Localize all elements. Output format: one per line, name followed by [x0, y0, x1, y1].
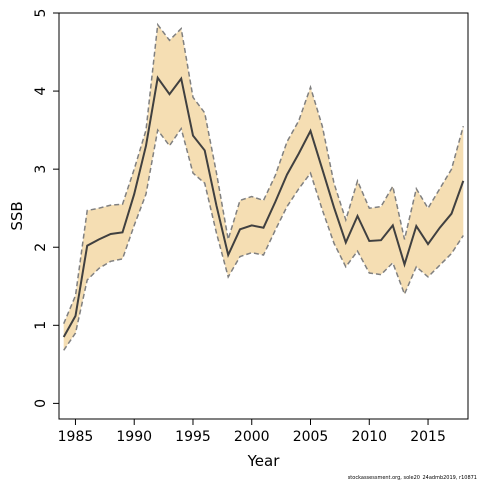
- y-tick-label: 3: [33, 165, 49, 174]
- x-tick-label: 2005: [293, 429, 329, 445]
- x-axis-title: Year: [247, 452, 281, 470]
- x-tick-label: 1985: [58, 429, 94, 445]
- y-tick-label: 1: [33, 321, 49, 330]
- y-tick-label: 2: [33, 243, 49, 252]
- x-tick-label: 2010: [351, 429, 387, 445]
- upper-bound-line: [63, 22, 465, 324]
- lower-bound-line: [63, 126, 464, 351]
- y-tick-label: 4: [33, 87, 49, 96]
- ssb-estimate-line: [62, 75, 465, 338]
- confidence-band: [63, 24, 464, 351]
- y-axis-title: SSB: [8, 201, 26, 230]
- x-tick-label: 2015: [410, 429, 446, 445]
- x-tick-label: 1990: [116, 429, 152, 445]
- x-tick-label: 2000: [234, 429, 270, 445]
- y-tick-label: 0: [33, 399, 49, 408]
- y-tick-label: 5: [33, 9, 49, 18]
- plot-frame: [58, 12, 469, 420]
- credit-note: stockassessment.org, sole20_24admb2019, …: [348, 475, 477, 480]
- y-axis: 0 1 2 3 4 5: [33, 9, 59, 408]
- x-axis: 1985 1990 1995 2000 2005 2010 2015: [58, 419, 446, 445]
- x-tick-label: 1995: [175, 429, 211, 445]
